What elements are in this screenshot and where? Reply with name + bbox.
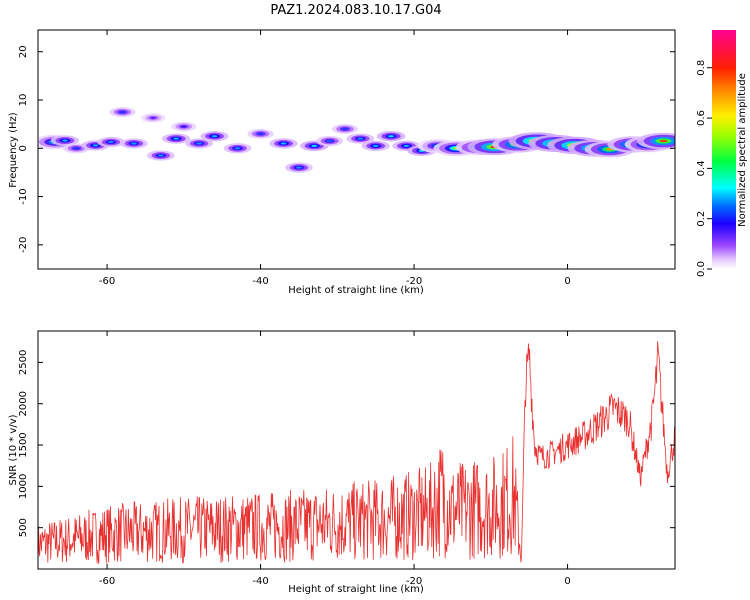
spectrogram-blob-13: [223, 143, 252, 154]
bottom-y-tick-label: 1000: [18, 474, 29, 499]
bottom-y-tick-label: 2500: [18, 350, 29, 375]
bottom-x-axis: -60 -40 -20 0: [99, 331, 571, 587]
spectrogram-blob-16: [285, 162, 313, 173]
colorbar-gradient: [712, 30, 736, 269]
top-y-tick-label: -20: [18, 237, 29, 253]
spectrogram-blobs: [38, 107, 675, 173]
bottom-y-tick-label: 2000: [18, 391, 29, 416]
spectrogram-blob-14: [247, 128, 274, 139]
spectrogram-blob-11: [185, 138, 214, 149]
bottom-x-tick-label: -20: [406, 576, 422, 587]
spectrogram-blob-6-level-4: [131, 142, 137, 145]
spectrogram-blob-15-level-4: [280, 142, 287, 145]
top-y-axis: -20 -10 0 10 20: [18, 45, 675, 253]
spectrogram-blob-12-level-4: [211, 135, 218, 138]
bottom-x-tick-label: -40: [252, 576, 268, 587]
spectrogram-blob-22-level-4: [388, 135, 394, 138]
bottom-x-tick-label: -60: [99, 576, 115, 587]
spectrogram-blob-16-level-4: [296, 166, 302, 169]
spectrogram-blob-15: [269, 138, 298, 149]
spectrogram-blob-21: [361, 140, 390, 152]
spectrogram-blob-13-level-4: [234, 147, 241, 150]
top-y-tick-label: 0: [18, 145, 29, 151]
spectrogram-frame: [37, 29, 676, 270]
figure-title: PAZ1.2024.083.10.17.G04: [270, 3, 441, 18]
colorbar-tick-label: 0.4: [696, 160, 707, 176]
bottom-x-axis-label: Height of straight line (km): [288, 584, 424, 595]
bottom-y-tick-label: 500: [18, 518, 29, 537]
top-x-axis: -60 -40 -20 0: [99, 30, 571, 287]
colorbar-tick-label: 0.8: [696, 60, 707, 76]
top-x-tick-label: -40: [252, 276, 268, 287]
spectrogram-blob-14-level-4: [257, 132, 264, 135]
colorbar-tick-label: 0.0: [696, 261, 707, 277]
spectrogram-blob-7-level-4: [150, 116, 156, 119]
spectrogram-blob-22: [376, 131, 406, 142]
snr-frame: [37, 330, 676, 570]
spectrogram-blob-12: [200, 131, 229, 142]
top-y-axis-label: Frequency (Hz): [8, 112, 19, 188]
colorbar-tick-label: 0.6: [696, 110, 707, 126]
spectrogram-blob-18: [316, 135, 344, 147]
colorbar-tick-label: 0.2: [696, 211, 707, 227]
top-x-tick-label: 0: [564, 276, 570, 287]
spectrogram-blob-5-level-4: [119, 111, 126, 114]
spectrogram-blob-23-level-4: [403, 144, 410, 147]
spectrogram-blob-8-level-4: [158, 154, 164, 157]
colorbar-label: Normalized spectral amplitude: [737, 73, 748, 227]
top-x-tick-label: -60: [99, 276, 115, 287]
spectrogram-blob-18-level-4: [326, 140, 333, 143]
top-x-tick-label: -20: [406, 276, 422, 287]
spectrogram-blob-10: [171, 121, 197, 132]
spectrogram-blob-8: [146, 150, 175, 161]
snr-series-line: [38, 341, 675, 566]
bottom-y-axis-label: SNR (10 * v/v): [8, 414, 19, 485]
spectrogram-blob-20: [346, 133, 375, 144]
spectrogram-blob-5: [109, 107, 136, 118]
spectrogram-blob-21-level-4: [372, 144, 379, 147]
spectrogram-blob-9-level-4: [173, 137, 179, 140]
spectrogram-blob-4: [97, 136, 125, 148]
spectrogram-blob-7: [140, 113, 166, 123]
colorbar-ticks: 0.0 0.2 0.4 0.6 0.8: [696, 60, 712, 277]
spectrogram-blob-3-level-4: [92, 144, 99, 147]
spectrogram-blob-19: [331, 123, 359, 134]
bottom-y-axis: 500 1000 1500 2000 2500: [18, 350, 675, 537]
top-x-axis-label: Height of straight line (km): [288, 285, 424, 296]
spectrogram-blob-37: [637, 132, 675, 150]
spectrogram-blob-11-level-4: [196, 142, 202, 145]
spectrogram-blob-37-level-4: [659, 139, 668, 143]
spectrogram-blob-1: [50, 135, 79, 146]
spectrogram-blob-1-level-4: [62, 139, 68, 142]
spectrogram-blob-4-level-4: [108, 140, 114, 144]
spectrogram-blob-19-level-4: [342, 127, 348, 130]
spectrogram-blob-9: [162, 133, 191, 144]
spectrogram-blob-20-level-4: [357, 137, 364, 140]
spectrogram-blob-17-level-4: [311, 144, 318, 147]
top-y-tick-label: 10: [18, 94, 29, 107]
bottom-x-tick-label: 0: [564, 576, 570, 587]
spectrogram-blob-10-level-4: [181, 125, 187, 128]
top-y-tick-label: -10: [18, 188, 29, 204]
colorbar: 0.0 0.2 0.4 0.6 0.8 Normalized spectral ampl…: [696, 30, 748, 277]
spectrogram-blob-6: [120, 138, 148, 149]
spectrogram-panel: -60 -40 -20 0 -20 -10 0 10 20 Height of straigh…: [8, 29, 676, 296]
snr-panel: -60 -40 -20 0 500 1000 1500 2000 2500 Height of…: [8, 330, 676, 595]
top-y-tick-label: 20: [18, 45, 29, 58]
spectrogram-blob-2-level-4: [73, 147, 80, 150]
bottom-y-tick-label: 1500: [18, 432, 29, 457]
